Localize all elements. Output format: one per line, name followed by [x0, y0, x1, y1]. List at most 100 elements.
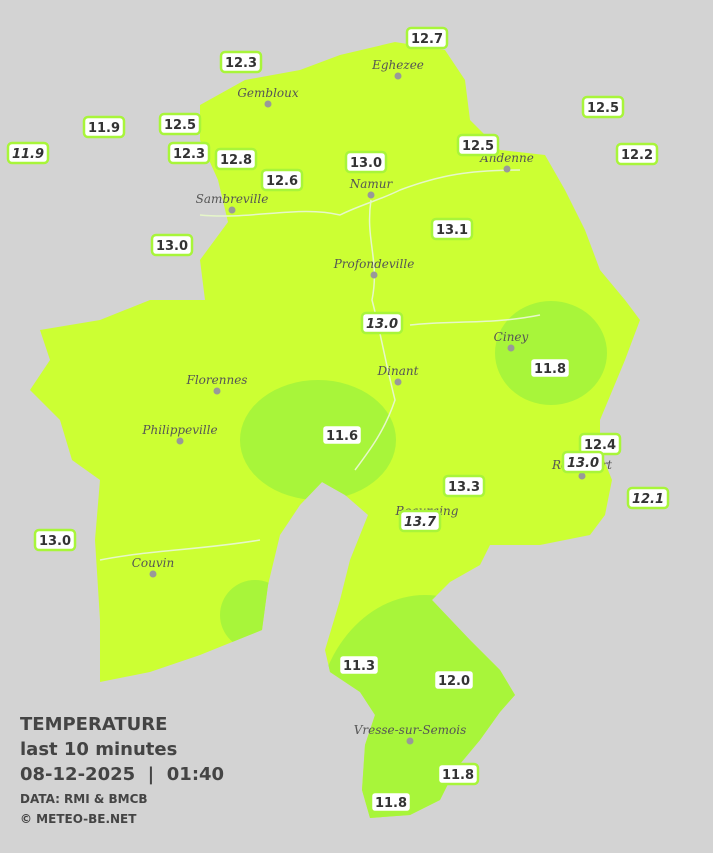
station-box — [405, 26, 449, 50]
station-box — [167, 141, 211, 165]
station: 12.2 — [615, 142, 659, 166]
station-reading: 13.0 — [567, 456, 599, 471]
station-box — [6, 141, 50, 165]
station: 13.0 — [150, 233, 194, 257]
station: 13.0 — [33, 528, 77, 552]
station-reading: 13.0 — [366, 317, 398, 332]
station: 12.3 — [167, 141, 211, 165]
station-box — [344, 150, 388, 174]
station-reading: 13.7 — [404, 515, 437, 530]
station-box — [369, 790, 413, 814]
city-label: Florennes — [186, 373, 248, 387]
station-reading: 12.4 — [584, 438, 616, 453]
station: 11.9 — [82, 115, 126, 139]
station: 13.3 — [442, 474, 486, 498]
city-dot — [394, 72, 402, 80]
station: 12.5 — [158, 112, 202, 136]
city-dot — [578, 472, 586, 480]
station: 12.3 — [219, 50, 263, 74]
station-reading: 12.3 — [225, 56, 257, 71]
station: 12.5 — [456, 133, 500, 157]
station-reading: 11.9 — [12, 147, 44, 162]
station-reading: 12.2 — [621, 148, 653, 163]
station-box — [456, 133, 500, 157]
station-reading: 12.1 — [632, 492, 664, 507]
city-label: Gembloux — [237, 86, 299, 100]
station: 11.9 — [6, 141, 50, 165]
city-label: Philippeville — [141, 423, 217, 437]
city-label: Profondeville — [333, 257, 415, 271]
station-box — [581, 95, 625, 119]
station: 11.8 — [528, 356, 572, 380]
station: 12.7 — [405, 26, 449, 50]
station-box — [82, 115, 126, 139]
city-dot — [367, 191, 375, 199]
station: 13.0 — [344, 150, 388, 174]
city-dot — [176, 437, 184, 445]
station-reading: 12.5 — [462, 139, 494, 154]
station-box — [360, 311, 404, 335]
station-box — [337, 653, 381, 677]
station-box — [528, 356, 572, 380]
station-box — [615, 142, 659, 166]
station-box — [33, 528, 77, 552]
station-box — [219, 50, 263, 74]
station-reading: 12.3 — [173, 147, 205, 162]
station-reading: 11.8 — [534, 362, 566, 377]
legend: TEMPERATURE last 10 minutes 08-12-2025 |… — [20, 714, 224, 826]
station: 11.8 — [436, 762, 480, 786]
city-label: Dinant — [377, 364, 419, 378]
rivers — [99, 169, 541, 561]
city-dot — [394, 378, 402, 386]
station-reading: 13.1 — [436, 223, 468, 238]
station-reading: 13.0 — [39, 534, 71, 549]
station-reading: 13.0 — [156, 239, 188, 254]
station-reading: 11.6 — [326, 429, 358, 444]
station-box — [320, 423, 364, 447]
station-box — [398, 509, 442, 533]
station-reading: 12.5 — [164, 118, 196, 133]
legend-title: TEMPERATURE — [20, 714, 167, 735]
city-label: Ciney — [494, 330, 529, 344]
city-dot — [228, 206, 236, 214]
city-label: Eghezee — [371, 58, 424, 72]
station-box — [158, 112, 202, 136]
city-dot — [406, 737, 414, 745]
station: 12.0 — [432, 668, 476, 692]
station-box — [626, 486, 670, 510]
legend-subtitle: last 10 minutes — [20, 739, 177, 760]
city-dot — [503, 165, 511, 173]
station: 13.0 — [360, 311, 404, 335]
legend-datetime: 08-12-2025 | 01:40 — [20, 764, 224, 785]
station: 13.1 — [430, 217, 474, 241]
station-box — [561, 450, 605, 474]
station-box — [214, 147, 258, 171]
city-label: Sambreville — [196, 192, 269, 206]
station-box — [150, 233, 194, 257]
station-box — [430, 217, 474, 241]
station-box — [260, 168, 304, 192]
station: 13.7 — [398, 509, 442, 533]
station-reading: 13.3 — [448, 480, 480, 495]
station-reading: 11.8 — [442, 768, 474, 783]
city-label: Couvin — [132, 556, 174, 570]
city-dot — [264, 100, 272, 108]
station-reading: 11.9 — [88, 121, 120, 136]
city-dot — [213, 387, 221, 395]
station-reading: 11.3 — [343, 659, 375, 674]
station: 12.6 — [260, 168, 304, 192]
station-reading: 12.8 — [220, 153, 252, 168]
station-box — [436, 762, 480, 786]
station-box — [442, 474, 486, 498]
station: 13.0 — [561, 450, 605, 474]
city-dot — [507, 344, 515, 352]
station-reading: 11.8 — [375, 796, 407, 811]
station-box — [432, 668, 476, 692]
city-label: Namur — [349, 177, 394, 191]
city-dot — [370, 271, 378, 279]
station: 11.3 — [337, 653, 381, 677]
city-dot — [149, 570, 157, 578]
station: 12.5 — [581, 95, 625, 119]
station-reading: 12.5 — [587, 101, 619, 116]
